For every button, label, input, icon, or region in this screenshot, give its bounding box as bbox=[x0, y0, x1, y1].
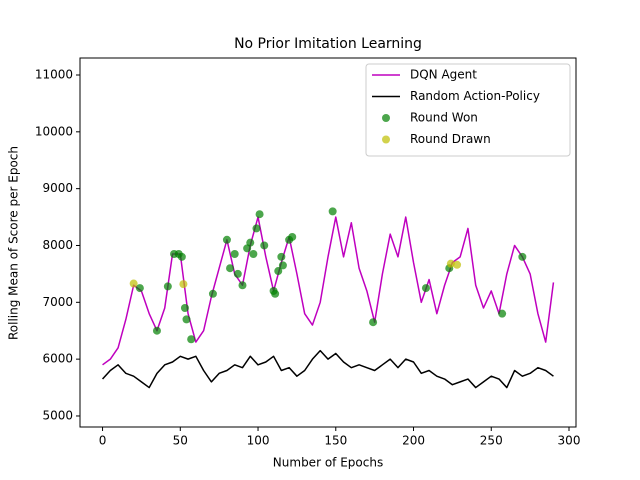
scatter-point bbox=[278, 261, 287, 270]
scatter-point bbox=[255, 210, 264, 219]
line-series bbox=[102, 216, 555, 366]
scatter-point bbox=[177, 252, 186, 261]
y-tick-label: 7000 bbox=[42, 295, 73, 309]
scatter-point bbox=[498, 309, 507, 318]
line-series bbox=[101, 349, 554, 389]
scatter-point bbox=[369, 318, 378, 327]
y-tick-label: 8000 bbox=[42, 238, 73, 252]
x-tick-label: 200 bbox=[402, 434, 425, 448]
scatter-point bbox=[222, 235, 231, 244]
scatter-point bbox=[252, 224, 261, 233]
scatter-point bbox=[328, 207, 337, 216]
legend-box bbox=[365, 63, 571, 157]
x-tick-label: 300 bbox=[558, 434, 581, 448]
scatter-point bbox=[274, 267, 283, 276]
scatter-point bbox=[208, 289, 217, 298]
scatter-point bbox=[180, 303, 189, 312]
y-tick-label: 9000 bbox=[42, 181, 73, 195]
scatter-point bbox=[182, 315, 191, 324]
scatter-point bbox=[179, 280, 188, 289]
x-tick-label: 250 bbox=[480, 434, 503, 448]
scatter-point bbox=[271, 289, 280, 298]
x-tick-label: 50 bbox=[173, 434, 188, 448]
scatter-point bbox=[453, 260, 462, 269]
x-tick-label: 150 bbox=[324, 434, 347, 448]
scatter-point bbox=[187, 335, 196, 344]
scatter-point bbox=[238, 281, 247, 290]
legend-label: Round Drawn bbox=[410, 132, 491, 146]
scatter-point bbox=[446, 259, 455, 268]
legend-marker bbox=[382, 135, 390, 144]
scatter-point bbox=[260, 241, 269, 250]
scatter-point bbox=[277, 252, 286, 261]
x-tick-label: 0 bbox=[99, 434, 107, 448]
y-tick-label: 11000 bbox=[35, 67, 73, 81]
y-tick-label: 5000 bbox=[42, 408, 73, 422]
legend-label: Round Won bbox=[410, 111, 478, 125]
scatter-point bbox=[249, 250, 258, 259]
x-axis-label: Number of Epochs bbox=[273, 456, 383, 470]
scatter-point bbox=[163, 282, 172, 291]
chart-title: No Prior Imitation Learning bbox=[234, 36, 422, 52]
plot-frame bbox=[79, 57, 577, 428]
scatter-point bbox=[226, 264, 235, 273]
y-tick-label: 6000 bbox=[42, 352, 73, 366]
scatter-point bbox=[421, 284, 430, 293]
y-axis-label: Rolling Mean of Score per Epoch bbox=[7, 146, 21, 340]
legend-label: Random Action-Policy bbox=[410, 89, 540, 103]
scatter-point bbox=[246, 238, 255, 247]
scatter-point bbox=[152, 326, 161, 335]
scatter-point bbox=[288, 232, 297, 241]
x-tick-label: 100 bbox=[247, 434, 270, 448]
y-tick-label: 10000 bbox=[35, 124, 73, 138]
scatter-point bbox=[129, 279, 138, 288]
scatter-point bbox=[233, 269, 242, 278]
scatter-point bbox=[135, 284, 144, 293]
scatter-point bbox=[230, 250, 239, 259]
legend-label: DQN Agent bbox=[410, 68, 477, 82]
legend-marker bbox=[382, 114, 390, 122]
scatter-point bbox=[518, 252, 527, 261]
